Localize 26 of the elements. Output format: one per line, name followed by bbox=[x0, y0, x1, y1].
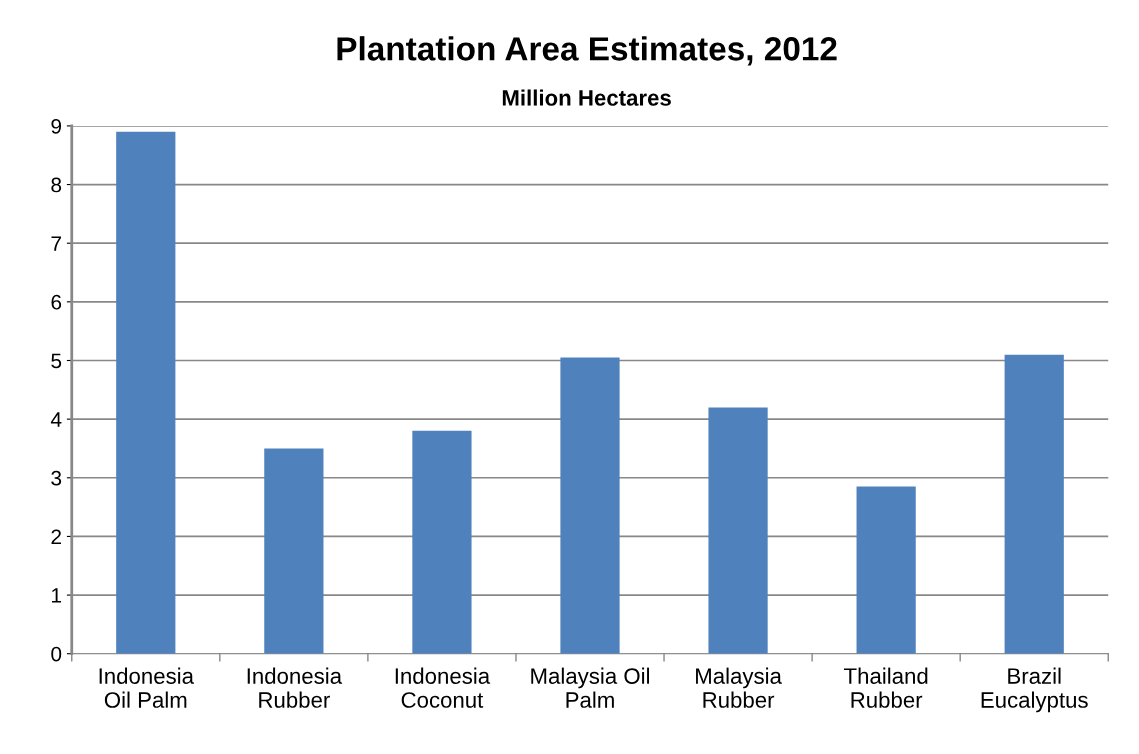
y-tick-label: 8 bbox=[51, 177, 62, 193]
y-tick-label: 5 bbox=[51, 353, 62, 369]
x-tick-label: Brazil Eucalyptus bbox=[981, 667, 1088, 713]
bar bbox=[412, 430, 472, 654]
y-tick-label: 3 bbox=[51, 470, 62, 486]
bar bbox=[560, 357, 620, 654]
bar bbox=[116, 131, 176, 654]
x-tick-label: Indonesia Coconut bbox=[395, 667, 491, 708]
x-tick-label: Indonesia Rubber bbox=[247, 667, 343, 708]
y-tick-label: 1 bbox=[52, 588, 62, 603]
bar bbox=[264, 448, 324, 654]
chart-title: Plantation Area Estimates, 2012 bbox=[337, 36, 837, 66]
x-tick-label: Thailand Rubber bbox=[844, 667, 928, 708]
chart-subtitle: Million Hectares bbox=[502, 89, 671, 106]
x-tick-label: Indonesia Oil Palm bbox=[99, 667, 194, 708]
bar bbox=[708, 407, 768, 654]
bar bbox=[1004, 354, 1064, 654]
x-tick-label: Malaysia Rubber bbox=[696, 667, 782, 708]
y-tick-label: 6 bbox=[51, 294, 62, 310]
x-tick-label: Malaysia Oil Palm bbox=[531, 667, 650, 708]
bar bbox=[856, 486, 916, 654]
y-tick-label: 9 bbox=[51, 118, 62, 134]
y-tick-label: 4 bbox=[50, 412, 62, 427]
y-tick-label: 2 bbox=[51, 529, 61, 544]
y-tick-label: 0 bbox=[51, 646, 62, 662]
y-tick-label: 7 bbox=[51, 236, 61, 251]
